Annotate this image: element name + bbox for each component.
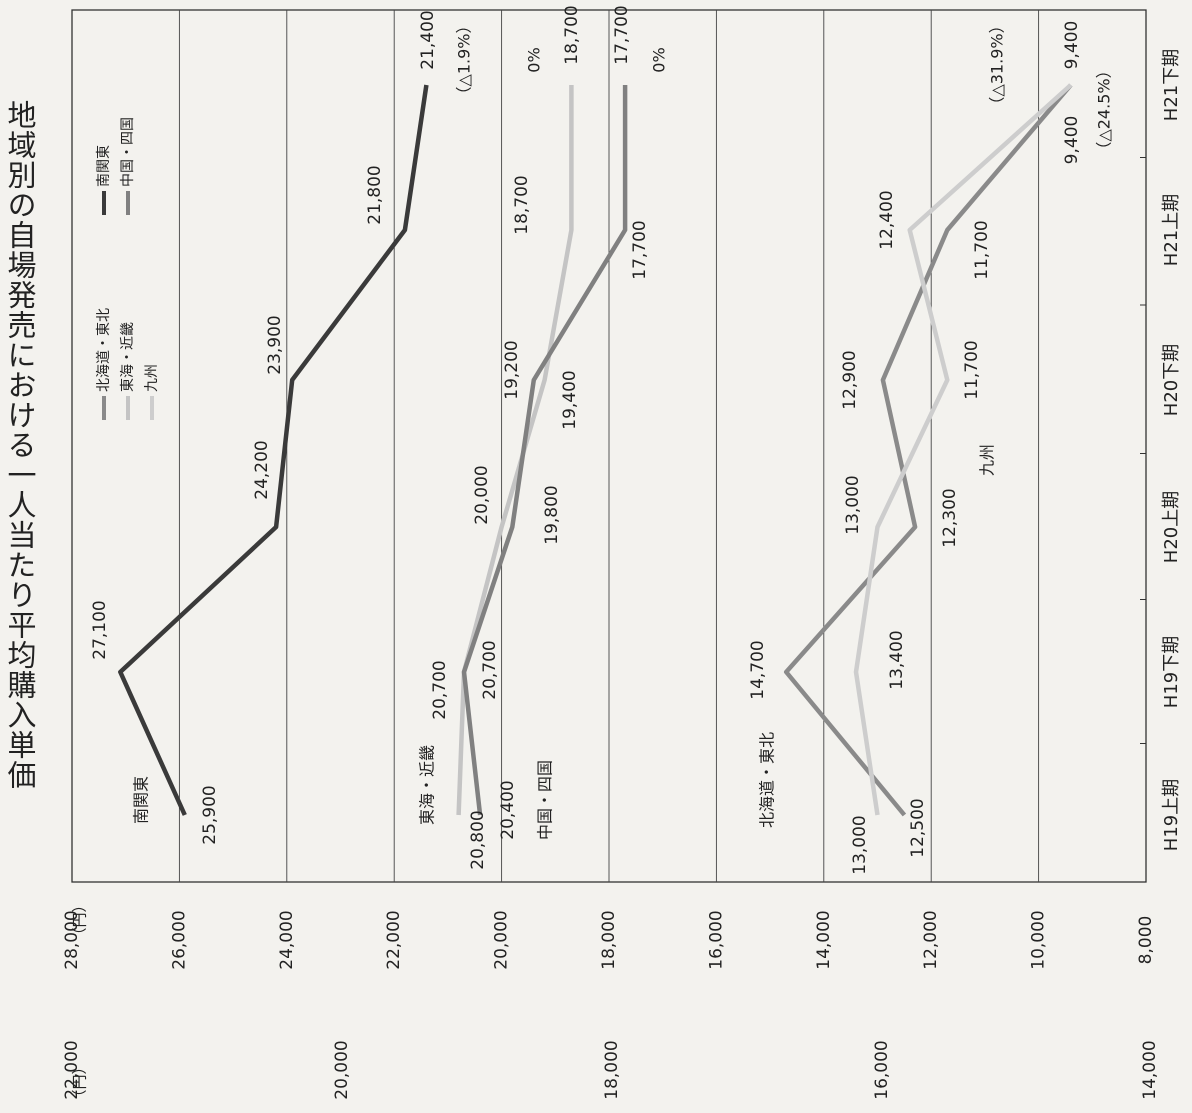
data-label: 11,700	[972, 220, 992, 279]
unit-label-main: （円）	[71, 897, 89, 942]
y-tick-label: 8,000	[1136, 916, 1156, 965]
series-name-label: 東海・近畿	[418, 745, 437, 825]
data-label: 21,400	[418, 10, 438, 69]
legend-label: 東海・近畿	[120, 322, 136, 392]
data-label: 23,900	[265, 315, 285, 374]
series-line-4	[853, 83, 1073, 816]
y2-tick-label: 14,000	[1140, 1040, 1160, 1099]
series-name-label: 九州	[978, 444, 997, 476]
x-tick-label: H19下期	[1161, 636, 1182, 708]
data-label: 17,700	[630, 220, 650, 279]
y2-tick-label: 16,000	[872, 1040, 892, 1099]
y-tick-label: 12,000	[921, 910, 941, 969]
y2-tick-label: 22,000	[62, 1040, 82, 1099]
data-label: 9,400	[1062, 21, 1082, 70]
change-label: （△31.9%）	[988, 17, 1007, 112]
change-label: （△24.5%）	[1095, 62, 1114, 157]
data-label: 11,700	[962, 340, 982, 399]
series-line-1	[456, 85, 574, 816]
change-label: （△1.9%）	[455, 18, 474, 103]
y-tick-label: 22,000	[384, 910, 404, 969]
data-label: 13,400	[887, 630, 907, 689]
data-label: 21,800	[365, 165, 385, 224]
data-label: 20,700	[480, 640, 500, 699]
unit-label-secondary: （円）	[71, 1059, 89, 1104]
data-label: 19,200	[502, 340, 522, 399]
data-label: 9,400	[1062, 116, 1082, 165]
data-label: 13,000	[850, 815, 870, 874]
plot-frame	[71, 9, 1147, 883]
y-tick-label: 20,000	[492, 910, 512, 969]
x-tick-label: H20上期	[1161, 491, 1182, 563]
legend-label: 九州	[144, 364, 160, 392]
x-tick-label: H20下期	[1161, 344, 1182, 416]
data-label: 18,700	[562, 5, 582, 64]
y2-tick-label: 18,000	[602, 1040, 622, 1099]
data-label: 12,400	[877, 190, 897, 249]
data-label: 12,900	[840, 350, 860, 409]
legend-label: 中国・四国	[120, 117, 136, 187]
data-label: 13,000	[843, 475, 863, 534]
series-name-label: 北海道・東北	[758, 732, 777, 828]
data-label: 20,400	[498, 780, 518, 839]
y-tick-label: 28,000	[62, 910, 82, 969]
x-tick-label: H21下期	[1161, 49, 1182, 121]
data-label: 12,300	[940, 488, 960, 547]
legend-label: 南関東	[96, 145, 112, 187]
data-label: 20,700	[430, 660, 450, 719]
data-label: 14,700	[748, 640, 768, 699]
data-label: 24,200	[252, 440, 272, 499]
change-label: 0%	[525, 47, 544, 72]
series-line-3	[783, 83, 1073, 817]
y-tick-label: 14,000	[814, 910, 834, 969]
x-tick-label: H19上期	[1161, 779, 1182, 851]
y-tick-label: 16,000	[706, 910, 726, 969]
y2-tick-label: 20,000	[332, 1040, 352, 1099]
chart-title: 地域別の自場発売における一人当たり平均購入単価	[3, 100, 37, 790]
data-label: 18,700	[512, 175, 532, 234]
data-label: 12,500	[908, 798, 928, 857]
data-label: 20,800	[468, 810, 488, 869]
series-name-label: 南関東	[132, 776, 151, 824]
change-label: 0%	[650, 47, 669, 72]
y-tick-label: 10,000	[1029, 910, 1049, 969]
y-tick-label: 18,000	[599, 910, 619, 969]
data-label: 19,800	[542, 485, 562, 544]
data-label: 17,700	[612, 5, 632, 64]
y-tick-label: 26,000	[169, 910, 189, 969]
data-label: 27,100	[90, 600, 110, 659]
series-line-2	[461, 85, 628, 816]
series-line-0	[118, 84, 429, 816]
legend-label: 北海道・東北	[96, 308, 112, 392]
series-name-label: 中国・四国	[536, 760, 555, 840]
data-label: 19,400	[560, 370, 580, 429]
y-tick-label: 24,000	[277, 910, 297, 969]
data-label: 20,000	[472, 465, 492, 524]
data-label: 25,900	[200, 785, 220, 844]
x-tick-label: H21上期	[1161, 194, 1182, 266]
